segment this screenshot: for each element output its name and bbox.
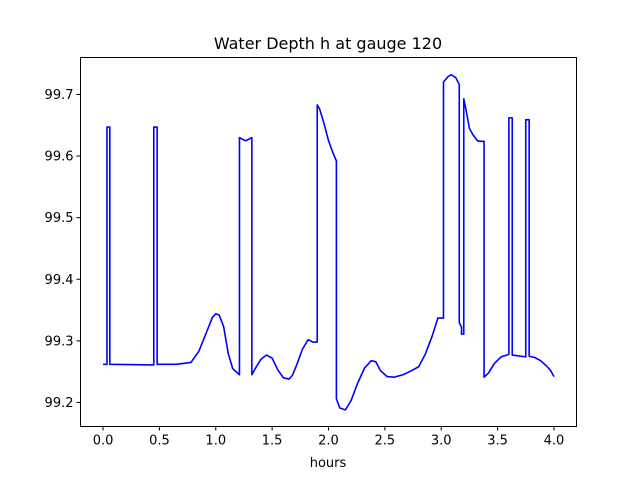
x-axis-label: hours: [310, 456, 347, 471]
x-tick-label: 4.0: [544, 434, 565, 449]
x-tick-label: 1.0: [205, 434, 226, 449]
y-tick-label: 99.2: [45, 396, 74, 411]
y-tick-label: 99.6: [45, 150, 74, 165]
plot-area: [103, 73, 555, 411]
y-tick-label: 99.5: [45, 211, 74, 226]
x-tick-label: 3.0: [431, 434, 452, 449]
x-tick-label: 0.0: [93, 434, 114, 449]
series-line-0: [103, 73, 555, 411]
y-tick-label: 99.4: [45, 273, 74, 288]
x-axis: 0.0 0.5 1.0 1.5 2.0 2.5 3.0 3.5 4.0: [93, 426, 565, 449]
x-tick-label: 2.5: [375, 434, 396, 449]
y-tick-label: 99.3: [45, 334, 74, 349]
y-tick-label: 99.7: [45, 88, 74, 103]
chart-title: Water Depth h at gauge 120: [214, 34, 442, 53]
x-tick-label: 0.5: [149, 434, 170, 449]
x-tick-label: 3.5: [487, 434, 508, 449]
x-tick-label: 2.0: [318, 434, 339, 449]
y-axis: 99.2 99.3 99.4 99.5 99.6 99.7: [45, 88, 81, 411]
x-tick-label: 1.5: [262, 434, 283, 449]
